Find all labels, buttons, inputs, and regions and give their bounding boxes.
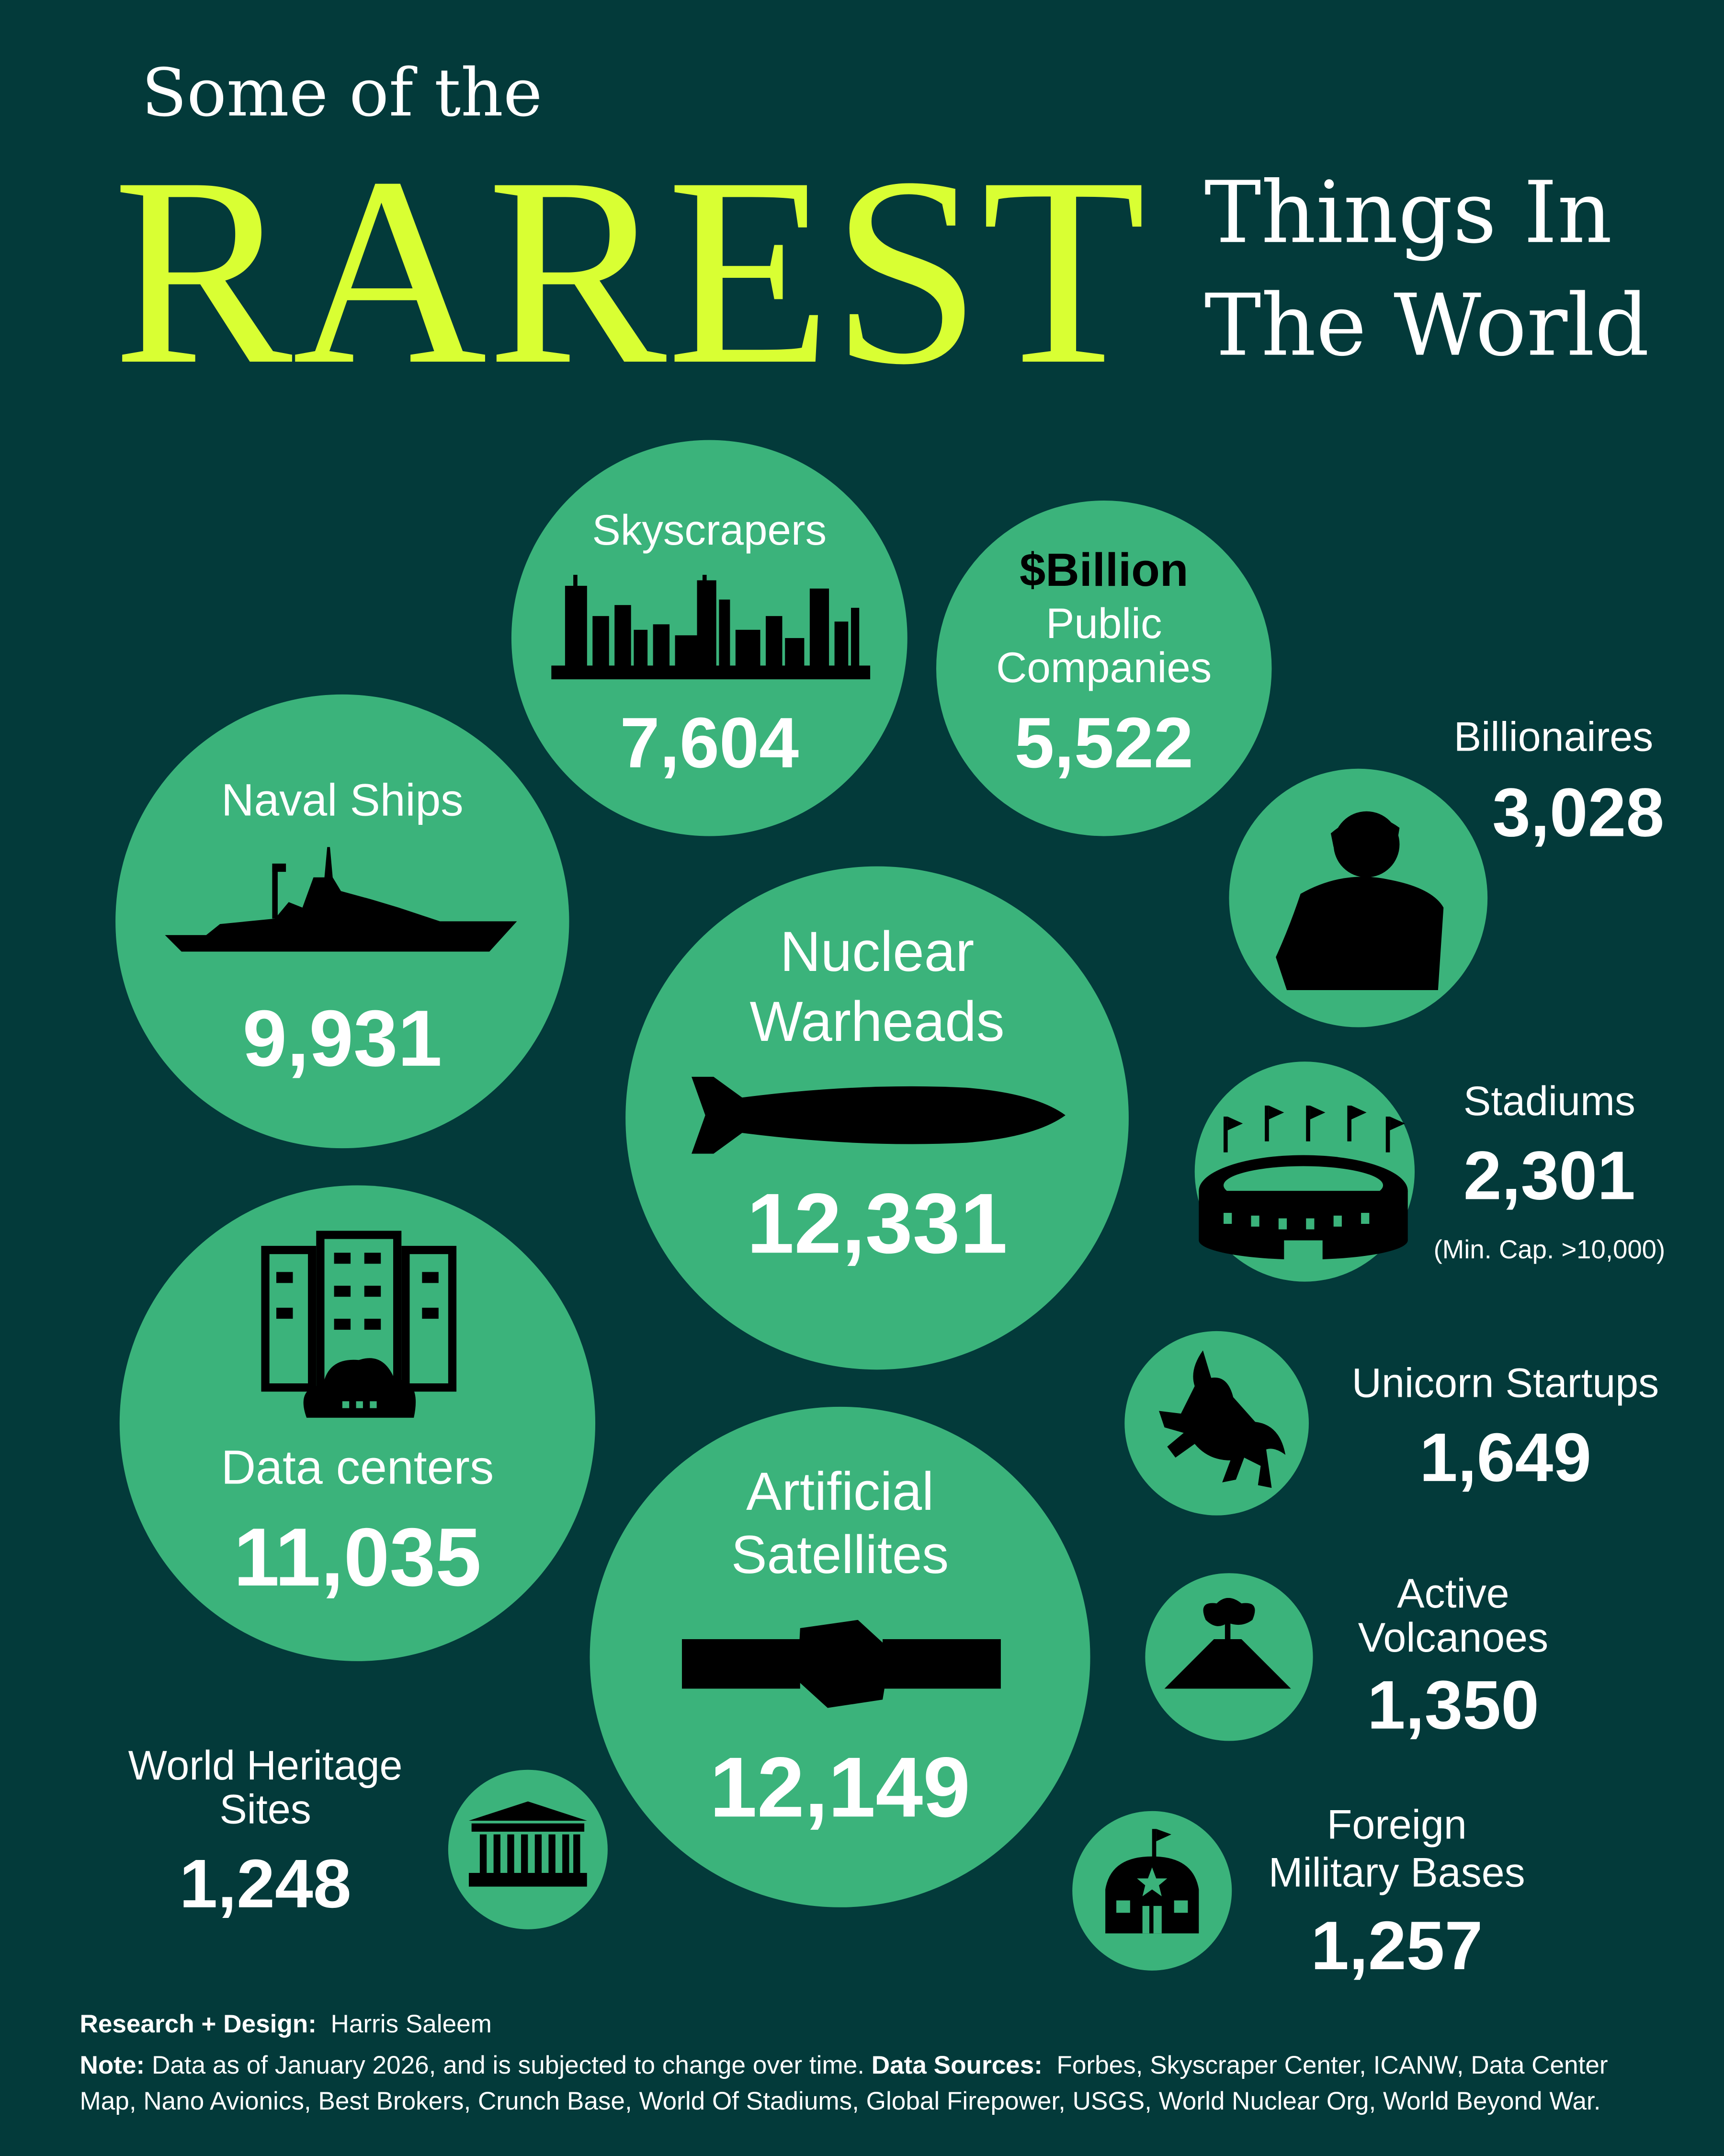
item-label: Stadiums [1463,1079,1635,1125]
item-value: 11,035 [233,1511,482,1604]
item-label: Skyscrapers [592,506,827,554]
item-label: Public [1046,599,1162,648]
temple-icon [468,1801,587,1894]
person-silhouette-icon [1276,803,1446,997]
note: Note: Data as of January 2026, and is su… [80,2048,1661,2119]
item-label: Military Bases [1268,1851,1525,1896]
item-label: Billionaires [1453,715,1654,761]
item-label: Artificial [746,1463,934,1522]
title-line2a: Things In [1204,162,1612,263]
unicorn-icon [1148,1350,1286,1494]
bubble [936,500,1272,836]
satellite-icon [681,1620,1001,1715]
item-value: 12,331 [747,1177,1008,1272]
item-label: Volcanoes [1358,1616,1549,1661]
stadium-icon [1196,1103,1411,1269]
credit-name: Harris Saleem [330,2009,492,2038]
sources-label: Data Sources: [871,2050,1043,2079]
item-label: Nuclear [780,920,975,983]
item-label: Warheads [749,990,1005,1054]
sources-text: Forbes, Skyscraper Center, ICANW, Data C… [79,2050,1608,2115]
item-value: 2,301 [1463,1137,1635,1214]
item-label: Satellites [731,1526,949,1586]
item-value: 1,248 [179,1845,352,1923]
warhead-icon [692,1076,1066,1161]
server-cloud-icon [260,1231,458,1430]
title-line2b: The World [1204,275,1650,376]
item-value: 9,931 [242,994,442,1084]
skyline-icon [551,574,871,692]
note-text: Data as of January 2026, and is subjecte… [151,2050,865,2079]
military-base-icon [1100,1829,1204,1940]
item-value: 1,649 [1419,1419,1592,1496]
item-value: 7,604 [620,704,799,784]
title-highlight: RAREST [113,122,1146,421]
item-label: Sites [219,1788,311,1833]
volcano-icon [1164,1597,1291,1699]
item-note: (Min. Cap. >10,000) [1433,1236,1666,1266]
item-value: 12,149 [709,1741,971,1836]
label-accent: $Billion [1019,544,1189,597]
credit: Research + Design: Harris Saleem [80,2006,492,2042]
item-label: Companies [996,643,1212,692]
title-line1: Some of the [141,55,543,132]
credit-label: Research + Design: [79,2009,317,2038]
item-label: Naval Ships [221,774,464,825]
item-label: Active [1397,1572,1509,1618]
item-label: World Heritage [128,1744,403,1789]
warship-icon [165,836,517,969]
item-label: Foreign [1327,1802,1467,1848]
item-value: 3,028 [1492,774,1665,852]
item-value: 1,257 [1311,1907,1483,1985]
bubble [119,1185,596,1661]
item-label: Data centers [221,1441,494,1495]
item-value: 1,350 [1367,1666,1540,1744]
item-value: 5,522 [1014,704,1194,784]
note-label: Note: [79,2050,145,2079]
item-label: Unicorn Startups [1351,1361,1659,1407]
